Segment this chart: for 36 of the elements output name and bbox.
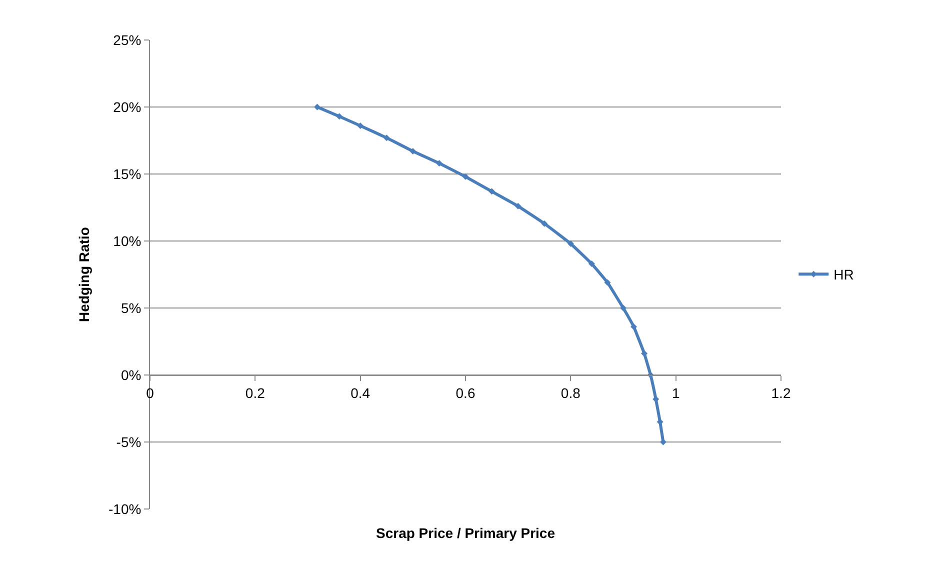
y-tick-label: 20%: [113, 98, 142, 115]
x-axis-title: Scrap Price / Primary Price: [376, 525, 556, 541]
point: [567, 240, 574, 247]
point: [336, 113, 343, 120]
point: [652, 396, 660, 402]
point: [514, 202, 522, 210]
y-axis-title: Hedging Ratio: [76, 227, 92, 322]
y-tick-label: -5%: [116, 434, 142, 450]
y-tick-label: 5%: [120, 300, 142, 316]
point: [660, 438, 666, 446]
y-tick-label: 15%: [113, 166, 142, 182]
x-tick-label: 0: [146, 384, 154, 401]
point: [620, 304, 626, 312]
point: [357, 122, 364, 130]
x-tick-label: 1: [672, 384, 680, 401]
point: [410, 148, 416, 154]
x-tick-label: 0.2: [245, 384, 266, 401]
point: [462, 173, 469, 180]
point: [588, 260, 595, 268]
legend-label: HR: [834, 266, 854, 283]
point: [541, 220, 548, 227]
point: [630, 324, 638, 330]
point: [314, 104, 320, 110]
point: [488, 188, 496, 195]
point: [641, 350, 648, 357]
y-tick-label: 10%: [113, 232, 142, 249]
point: [383, 134, 390, 142]
y-tick-label: -10%: [108, 500, 142, 517]
x-tick-label: 0.6: [456, 384, 476, 401]
y-tick-label: 0%: [120, 366, 142, 383]
point: [436, 160, 442, 167]
point: [604, 279, 611, 286]
x-tick-label: 1.2: [771, 384, 791, 401]
y-tick-label: 25%: [113, 32, 142, 48]
x-tick-label: 0.4: [350, 384, 370, 401]
x-tick-label: 0.8: [560, 384, 581, 401]
